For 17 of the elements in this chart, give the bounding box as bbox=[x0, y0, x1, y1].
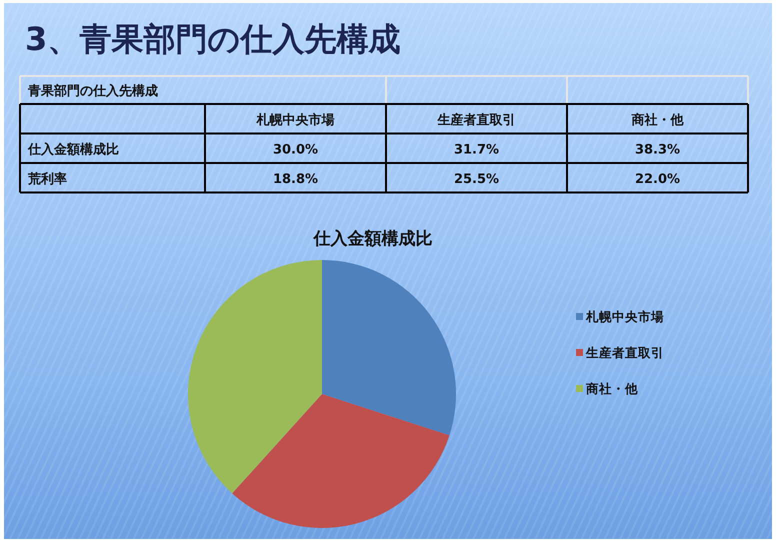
legend-label: 生産者直取引 bbox=[586, 345, 664, 360]
table-cell: 18.8% bbox=[272, 172, 318, 187]
legend-label: 商社・他 bbox=[586, 381, 638, 396]
table-cell: 38.3% bbox=[634, 142, 680, 158]
column-header: 商社・他 bbox=[632, 112, 684, 128]
chart-title: 仕入金額構成比 bbox=[314, 229, 432, 249]
row-header: 仕入金額構成比 bbox=[28, 142, 119, 158]
column-header: 札幌中央市場 bbox=[256, 112, 334, 128]
table-cell: 25.5% bbox=[454, 172, 500, 187]
row-header: 荒利率 bbox=[28, 172, 67, 187]
table-caption: 青果部門の仕入先構成 bbox=[28, 84, 158, 99]
table-cell: 30.0% bbox=[272, 142, 318, 158]
page-title: 3、青果部門の仕入先構成 bbox=[25, 20, 400, 58]
table-cell: 22.0% bbox=[634, 172, 680, 187]
column-header: 生産者直取引 bbox=[438, 112, 516, 128]
legend-label: 札幌中央市場 bbox=[586, 309, 664, 324]
table-cell: 31.7% bbox=[454, 142, 500, 158]
